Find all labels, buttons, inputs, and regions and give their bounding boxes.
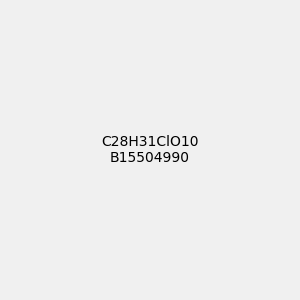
Text: C28H31ClO10
B15504990: C28H31ClO10 B15504990 — [101, 135, 199, 165]
